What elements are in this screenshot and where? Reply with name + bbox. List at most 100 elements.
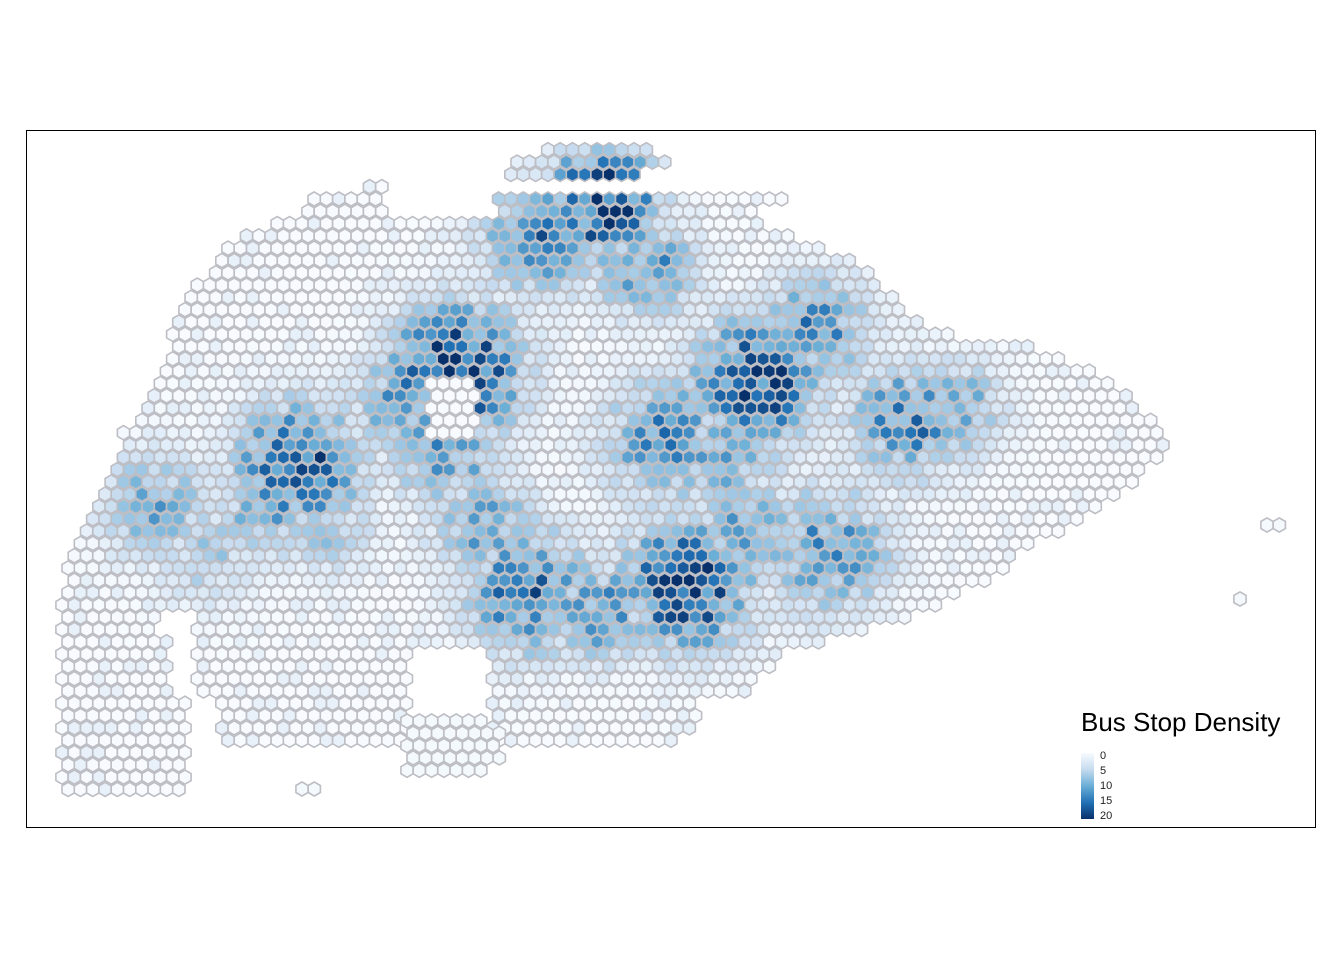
- hex-cell[interactable]: [996, 486, 1010, 503]
- hex-cell[interactable]: [977, 424, 992, 441]
- hex-cell[interactable]: [577, 510, 592, 527]
- hex-cell[interactable]: [116, 424, 131, 441]
- hex-cell[interactable]: [996, 436, 1010, 454]
- hex-cell[interactable]: [780, 227, 795, 244]
- hex-cell[interactable]: [780, 375, 795, 392]
- hex-cell[interactable]: [608, 596, 623, 613]
- hex-cell[interactable]: [497, 203, 512, 220]
- hex-cell[interactable]: [282, 732, 297, 749]
- hex-cell[interactable]: [147, 781, 162, 798]
- hex-cell[interactable]: [239, 375, 254, 392]
- hex-cell[interactable]: [1051, 498, 1066, 515]
- hex-cell[interactable]: [584, 203, 598, 220]
- hex-cell[interactable]: [516, 584, 531, 601]
- hex-cell[interactable]: [461, 523, 475, 540]
- hex-cell[interactable]: [743, 252, 758, 269]
- hex-cell[interactable]: [645, 252, 660, 269]
- hex-cell[interactable]: [1063, 449, 1078, 466]
- hex-cell[interactable]: [1260, 516, 1274, 534]
- hex-cell[interactable]: [276, 523, 291, 540]
- hex-cell[interactable]: [1032, 363, 1047, 380]
- hex-cell[interactable]: [608, 719, 623, 736]
- hex-cell[interactable]: [559, 719, 574, 736]
- hex-cell[interactable]: [356, 264, 371, 281]
- hex-cell[interactable]: [608, 301, 623, 318]
- hex-cell[interactable]: [504, 313, 518, 331]
- hex-cell[interactable]: [768, 424, 783, 441]
- hex-cell[interactable]: [122, 756, 137, 773]
- hex-cell[interactable]: [227, 719, 242, 736]
- hex-cell[interactable]: [233, 707, 248, 724]
- hex-cell[interactable]: [633, 498, 647, 515]
- hex-cell[interactable]: [571, 695, 586, 712]
- hex-cell[interactable]: [565, 141, 580, 158]
- hex-cell[interactable]: [799, 609, 814, 626]
- hex-cell[interactable]: [553, 732, 568, 749]
- hex-cell[interactable]: [61, 609, 76, 626]
- hex-cell[interactable]: [725, 387, 740, 404]
- hex-cell[interactable]: [331, 363, 346, 380]
- hex-cell[interactable]: [356, 461, 371, 478]
- hex-cell[interactable]: [768, 350, 783, 367]
- hex-cell[interactable]: [473, 498, 488, 515]
- hex-cell[interactable]: [338, 646, 352, 663]
- hex-cell[interactable]: [577, 732, 592, 749]
- hex-cell[interactable]: [325, 473, 340, 490]
- hex-cell[interactable]: [547, 301, 561, 318]
- hex-cell[interactable]: [171, 363, 186, 380]
- hex-cell[interactable]: [233, 240, 248, 257]
- hex-cell[interactable]: [221, 633, 235, 650]
- hex-cell[interactable]: [565, 363, 580, 380]
- hex-cell[interactable]: [627, 240, 641, 257]
- hex-cell[interactable]: [411, 400, 426, 417]
- hex-cell[interactable]: [473, 326, 488, 343]
- hex-cell[interactable]: [55, 596, 69, 613]
- hex-cell[interactable]: [1076, 449, 1090, 466]
- hex-cell[interactable]: [565, 486, 580, 503]
- hex-cell[interactable]: [823, 535, 838, 552]
- hex-cell[interactable]: [1088, 498, 1103, 515]
- hex-cell[interactable]: [350, 498, 365, 515]
- hex-cell[interactable]: [713, 609, 727, 626]
- hex-cell[interactable]: [977, 375, 992, 392]
- hex-cell[interactable]: [239, 498, 254, 515]
- hex-cell[interactable]: [584, 449, 598, 466]
- hex-cell[interactable]: [823, 609, 838, 626]
- hex-cell[interactable]: [547, 719, 561, 736]
- hex-cell[interactable]: [1149, 424, 1164, 441]
- hex-cell[interactable]: [584, 227, 598, 244]
- hex-cell[interactable]: [356, 609, 371, 626]
- hex-cell[interactable]: [916, 572, 930, 589]
- hex-cell[interactable]: [750, 461, 764, 478]
- hex-cell[interactable]: [387, 621, 401, 638]
- hex-cell[interactable]: [553, 461, 568, 478]
- hex-cell[interactable]: [165, 473, 180, 490]
- hex-cell[interactable]: [325, 596, 340, 613]
- hex-cell[interactable]: [879, 375, 893, 392]
- hex-cell[interactable]: [171, 486, 186, 503]
- hex-cell[interactable]: [602, 658, 617, 675]
- hex-cell[interactable]: [793, 301, 807, 318]
- hex-cell[interactable]: [153, 695, 168, 712]
- hex-cell[interactable]: [540, 486, 555, 503]
- hex-cell[interactable]: [399, 621, 414, 638]
- hex-cell[interactable]: [1008, 412, 1023, 429]
- hex-cell[interactable]: [842, 523, 857, 540]
- hex-cell[interactable]: [331, 240, 346, 257]
- hex-cell[interactable]: [258, 387, 272, 404]
- hex-cell[interactable]: [522, 621, 537, 638]
- hex-cell[interactable]: [258, 510, 272, 527]
- hex-cell[interactable]: [491, 387, 506, 404]
- hex-cell[interactable]: [694, 252, 709, 269]
- hex-cell[interactable]: [633, 203, 647, 220]
- hex-cell[interactable]: [325, 719, 340, 736]
- hex-cell[interactable]: [725, 313, 740, 331]
- hex-cell[interactable]: [559, 227, 574, 244]
- hex-cell[interactable]: [171, 461, 186, 478]
- hex-cell[interactable]: [165, 498, 180, 515]
- hex-cell[interactable]: [239, 277, 254, 294]
- hex-cell[interactable]: [676, 707, 691, 724]
- hex-cell[interactable]: [940, 473, 955, 490]
- hex-cell[interactable]: [153, 473, 168, 490]
- hex-cell[interactable]: [417, 412, 432, 429]
